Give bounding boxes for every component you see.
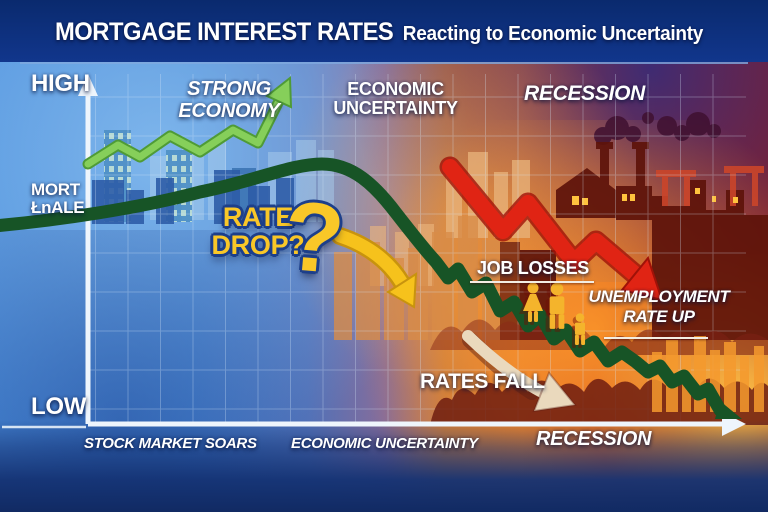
y-axis-title: MORT ŁnALE bbox=[31, 180, 85, 218]
mortgage-rate-line bbox=[0, 157, 742, 419]
smoke-clouds-icon bbox=[594, 112, 721, 145]
unemployment-label: UNEMPLOYMENT RATE UP bbox=[588, 287, 730, 327]
question-mark-icon: ? bbox=[279, 179, 349, 295]
crane-icon bbox=[656, 166, 764, 206]
phase-header-recession: RECESSION bbox=[524, 82, 645, 105]
x-label-stock-market-soars: STOCK MARKET SOARS bbox=[84, 435, 257, 452]
lit-windows bbox=[572, 188, 738, 205]
x-label-recession: RECESSION bbox=[536, 428, 652, 450]
y-axis-high-label: HIGH bbox=[31, 70, 90, 97]
y-axis-arrow-icon bbox=[78, 74, 98, 96]
title-sub: Reacting to Economic Uncertainty bbox=[402, 23, 704, 45]
header-band: MORTGAGE INTEREST RATES Reacting to Econ… bbox=[0, 0, 768, 62]
y-axis-low-label: LOW bbox=[31, 393, 87, 420]
unemployment-underline bbox=[604, 337, 708, 339]
page-title: MORTGAGE INTEREST RATES Reacting to Econ… bbox=[55, 18, 703, 47]
header-divider bbox=[20, 62, 748, 64]
stock-up-arrow-icon bbox=[265, 76, 293, 109]
rate-drop-label: RATE DROP? bbox=[211, 202, 305, 261]
title-main: MORTGAGE INTEREST RATES bbox=[55, 18, 394, 46]
rates-fall-arrow-icon bbox=[462, 330, 577, 413]
rate-line-tip-icon bbox=[715, 401, 742, 419]
rate-drop-arrow-icon bbox=[331, 227, 418, 309]
rates-fall-label: RATES FALL bbox=[420, 370, 545, 393]
job-losses-label: JOB LOSSES bbox=[476, 258, 590, 278]
phase-header-economic-uncertainty: ECONOMIC UNCERTAINTY bbox=[333, 79, 458, 119]
bottom-band bbox=[0, 420, 768, 512]
red-decline-arrow-icon bbox=[439, 156, 664, 302]
stock-market-line bbox=[82, 76, 293, 170]
job-losses-underline bbox=[470, 281, 594, 283]
x-label-economic-uncertainty: ECONOMIC UNCERTAINTY bbox=[291, 435, 478, 452]
phase-header-strong-economy: STRONG ECONOMY bbox=[178, 78, 280, 122]
